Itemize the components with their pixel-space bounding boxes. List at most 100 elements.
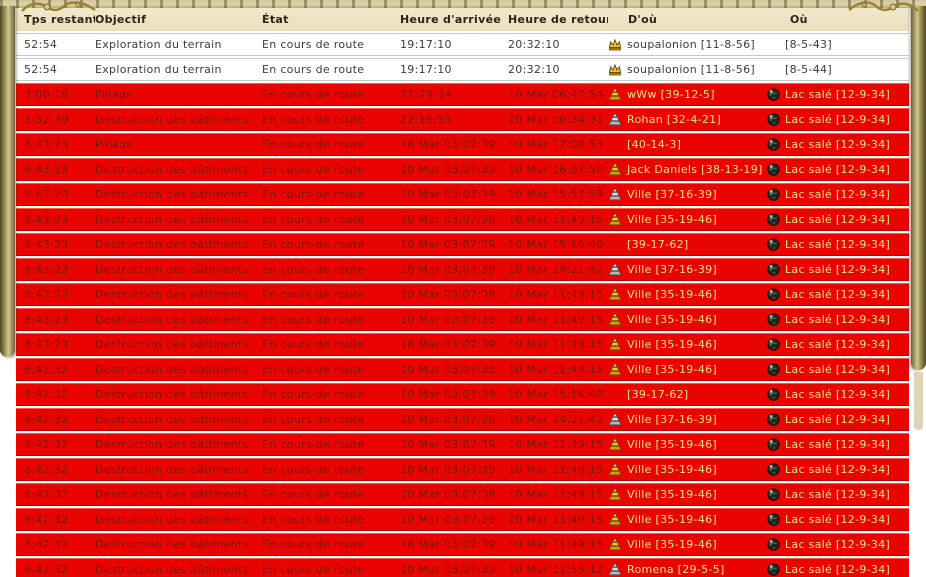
destination-link[interactable]: Lac salé [12-9-34] <box>785 313 891 326</box>
destination-cell: Lac salé [12-9-34] <box>766 113 909 126</box>
status: En cours de route <box>262 463 365 476</box>
return-time: 10 Mar 11:49:15 <box>508 513 604 526</box>
origin-link[interactable]: soupalonion [11-8-56] <box>627 63 755 76</box>
no-icon <box>608 238 622 251</box>
origin-cell: Romena [29-5-5] <box>608 563 766 576</box>
origin-link[interactable]: Ville [35-19-46] <box>627 338 718 351</box>
status: En cours de route <box>262 238 365 251</box>
return-time: 10 Mar 11:49:15 <box>508 488 604 501</box>
destination-link[interactable]: Lac salé [12-9-34] <box>785 438 891 451</box>
arrival-time: 10 Mar 03:07:39 <box>400 263 496 276</box>
pyramid-gold-icon <box>608 313 622 326</box>
movements-table: Tps restant Objectif État Heure d'arrivé… <box>16 8 909 577</box>
movement-row: 8:42:32 Destruction des bâtiments En cou… <box>16 433 909 456</box>
header-arrival-time: Heure d'arrivée <box>400 13 502 26</box>
status: En cours de route <box>262 63 365 76</box>
origin-cell: [39-17-62] <box>608 238 766 251</box>
destination-cell: Lac salé [12-9-34] <box>766 188 909 201</box>
destination-link[interactable]: Lac salé [12-9-34] <box>785 513 891 526</box>
origin-link[interactable]: Ville [37-16-39] <box>627 263 718 276</box>
return-time: 10 Mar 11:49:15 <box>508 438 604 451</box>
time-remaining: 8:43:23 <box>24 263 69 276</box>
time-remaining: 8:42:32 <box>24 388 69 401</box>
return-time: 10 Mar 11:49:15 <box>508 463 604 476</box>
destination-link[interactable]: [8-5-43] <box>785 38 832 51</box>
origin-link[interactable]: Ville [35-19-46] <box>627 213 718 226</box>
status: En cours de route <box>262 438 365 451</box>
arrival-time: 10 Mar 03:07:39 <box>400 538 496 551</box>
destination-link[interactable]: Lac salé [12-9-34] <box>785 163 891 176</box>
destination-link[interactable]: Lac salé [12-9-34] <box>785 413 891 426</box>
status: En cours de route <box>262 363 365 376</box>
time-remaining: 8:42:32 <box>24 413 69 426</box>
pyramid-gold-icon <box>608 438 622 451</box>
objective: Destruction des bâtiments <box>95 488 249 501</box>
destination-cell: Lac salé [12-9-34] <box>766 263 909 276</box>
origin-link[interactable]: [39-17-62] <box>627 238 689 251</box>
status: En cours de route <box>262 213 365 226</box>
origin-link[interactable]: Ville [35-19-46] <box>627 488 718 501</box>
objective: Exploration du terrain <box>95 38 222 51</box>
destination-link[interactable]: Lac salé [12-9-34] <box>785 88 891 101</box>
destination-link[interactable]: [8-5-44] <box>785 63 832 76</box>
destination-cell: Lac salé [12-9-34] <box>766 313 909 326</box>
movement-row: 8:42:32 Destruction des bâtiments En cou… <box>16 508 909 531</box>
return-time: 10 Mar 11:55:12 <box>508 563 604 576</box>
status: En cours de route <box>262 263 365 276</box>
objective: Destruction des bâtiments <box>95 313 249 326</box>
destination-link[interactable]: Lac salé [12-9-34] <box>785 388 891 401</box>
destination-link[interactable]: Lac salé [12-9-34] <box>785 563 891 576</box>
destination-link[interactable]: Lac salé [12-9-34] <box>785 338 891 351</box>
globe-icon <box>766 488 780 501</box>
origin-link[interactable]: Romena [29-5-5] <box>627 563 725 576</box>
origin-cell: Ville [35-19-46] <box>608 213 766 226</box>
time-remaining: 3:00:18 <box>24 88 69 101</box>
destination-link[interactable]: Lac salé [12-9-34] <box>785 463 891 476</box>
destination-link[interactable]: Lac salé [12-9-34] <box>785 238 891 251</box>
origin-cell: Ville [37-16-39] <box>608 263 766 276</box>
time-remaining: 3:52:39 <box>24 113 69 126</box>
destination-cell: Lac salé [12-9-34] <box>766 213 909 226</box>
origin-link[interactable]: Ville [35-19-46] <box>627 288 718 301</box>
origin-link[interactable]: [39-17-62] <box>627 388 689 401</box>
origin-link[interactable]: Ville [35-19-46] <box>627 363 718 376</box>
origin-link[interactable]: Ville [37-16-39] <box>627 188 718 201</box>
objective: Destruction des bâtiments <box>95 263 249 276</box>
arrival-time: 10 Mar 03:07:39 <box>400 563 496 576</box>
origin-link[interactable]: Ville [35-19-46] <box>627 438 718 451</box>
destination-link[interactable]: Lac salé [12-9-34] <box>785 213 891 226</box>
destination-link[interactable]: Lac salé [12-9-34] <box>785 488 891 501</box>
destination-link[interactable]: Lac salé [12-9-34] <box>785 138 891 151</box>
return-time: 10 Mar 14:21:42 <box>508 263 604 276</box>
return-time: 10 Mar 08:34:31 <box>508 113 604 126</box>
destination-link[interactable]: Lac salé [12-9-34] <box>785 538 891 551</box>
return-time: 10 Mar 06:47:54 <box>508 88 604 101</box>
destination-link[interactable]: Lac salé [12-9-34] <box>785 263 891 276</box>
destination-link[interactable]: Lac salé [12-9-34] <box>785 363 891 376</box>
time-remaining: 8:43:23 <box>24 138 69 151</box>
origin-link[interactable]: wWw [39-12-5] <box>627 88 715 101</box>
origin-link[interactable]: Ville [35-19-46] <box>627 313 718 326</box>
origin-link[interactable]: soupalonion [11-8-56] <box>627 38 755 51</box>
globe-icon <box>766 513 780 526</box>
origin-link[interactable]: Jack Daniels [38-13-19] <box>627 163 763 176</box>
arrival-time: 19:17:10 <box>400 63 452 76</box>
status: En cours de route <box>262 163 365 176</box>
destination-link[interactable]: Lac salé [12-9-34] <box>785 188 891 201</box>
origin-link[interactable]: Rohan [32-4-21] <box>627 113 722 126</box>
origin-cell: soupalonion [11-8-56] <box>608 38 766 51</box>
destination-cell: Lac salé [12-9-34] <box>766 538 909 551</box>
origin-link[interactable]: [40-14-3] <box>627 138 682 151</box>
movement-row: 8:42:32 Destruction des bâtiments En cou… <box>16 558 909 577</box>
origin-cell: [39-17-62] <box>608 388 766 401</box>
origin-link[interactable]: Ville [35-19-46] <box>627 538 718 551</box>
time-remaining: 8:43:23 <box>24 238 69 251</box>
destination-link[interactable]: Lac salé [12-9-34] <box>785 113 891 126</box>
origin-link[interactable]: Ville [35-19-46] <box>627 463 718 476</box>
origin-link[interactable]: Ville [35-19-46] <box>627 513 718 526</box>
pyramid-silver-icon <box>608 413 622 426</box>
origin-link[interactable]: Ville [37-16-39] <box>627 413 718 426</box>
globe-icon <box>766 388 780 401</box>
objective: Destruction des bâtiments <box>95 213 249 226</box>
destination-link[interactable]: Lac salé [12-9-34] <box>785 288 891 301</box>
